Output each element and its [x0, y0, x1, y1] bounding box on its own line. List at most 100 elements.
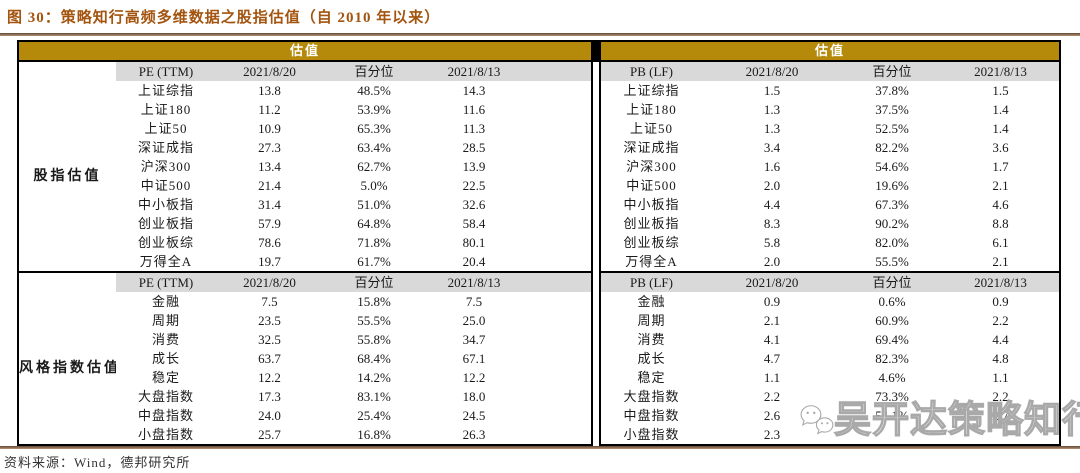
value-cell: 0.9: [763, 294, 781, 309]
pb-valuation-table: 估值 PB (LF) 2021/8/20 百分位 2021/8/13 上证综指 1.5 37…: [599, 40, 1061, 446]
value-cell: 68.4%: [357, 351, 391, 366]
row-pad-cell: [523, 311, 591, 330]
table-row: 大盘指数 2.2 73.3% 2.2: [601, 387, 1059, 406]
row-pad-cell: [523, 157, 591, 176]
value-cell: 14.2%: [357, 370, 391, 385]
table-row: 上证180 1.3 37.5% 1.4: [601, 100, 1059, 119]
table-row: 稳定 1.1 4.6% 1.1: [601, 368, 1059, 387]
row-pad-cell: [523, 292, 591, 311]
index-name: 消费: [637, 332, 666, 347]
value-cell: 63.4%: [357, 140, 391, 155]
value-cell: 8.8: [992, 216, 1009, 231]
value-cell: 37.5%: [875, 102, 909, 117]
bottom-divider-rule: [0, 446, 1080, 449]
value-cell: 1.1: [992, 370, 1009, 385]
value-cell: 1.6: [763, 159, 781, 174]
value-cell: 1.4: [992, 121, 1009, 136]
value-cell: 58.4: [462, 216, 486, 231]
table-row: 创业板综 5.8 82.0% 6.1: [601, 233, 1059, 252]
title-divider-rule: [0, 33, 1080, 36]
value-cell: 63.7: [258, 351, 281, 366]
index-name: 周期: [151, 313, 180, 328]
value-cell: 1.4: [992, 102, 1009, 117]
table-row: 创业板综 78.6 71.8% 80.1: [19, 233, 591, 252]
value-cell: 25.7: [258, 427, 281, 442]
table-row: 成长 63.7 68.4% 67.1: [19, 349, 591, 368]
index-name: 稳定: [151, 370, 180, 385]
column-header: PB (LF): [601, 62, 702, 81]
table-row: 沪深300 1.6 54.6% 1.7: [601, 157, 1059, 176]
value-cell: 0.9: [992, 294, 1009, 309]
value-cell: 22.5: [462, 178, 486, 193]
value-cell: 5.0%: [360, 178, 388, 193]
source-note: 资料来源：Wind，德邦研究所: [4, 455, 191, 470]
value-cell: 0.6%: [878, 294, 906, 309]
value-cell: 54.1%: [875, 408, 909, 423]
table-row: 万得全A 2.0 55.5% 2.1: [601, 252, 1059, 272]
value-cell: 51.0%: [357, 197, 391, 212]
value-cell: 3.4: [763, 140, 781, 155]
index-name: 上证综指: [623, 83, 680, 98]
index-name: 中盘指数: [137, 408, 194, 423]
value-cell: 16.8%: [357, 427, 391, 442]
value-cell: 73.3%: [875, 389, 909, 404]
value-cell: 11.3: [462, 121, 486, 136]
value-cell: 14.3: [462, 83, 486, 98]
value-cell: 17.3: [258, 389, 281, 404]
row-pad-cell: [523, 81, 591, 100]
value-cell: 5.8: [763, 235, 781, 250]
value-cell: 7.5: [261, 294, 278, 309]
value-cell: 67.1: [462, 351, 486, 366]
value-cell: 57.9: [258, 216, 281, 231]
index-name: 沪深300: [626, 159, 677, 174]
value-cell: 2.1: [992, 178, 1009, 193]
header-row: PB (LF) 2021/8/20 百分位 2021/8/13: [601, 271, 1059, 292]
value-cell: 78.6: [258, 235, 281, 250]
table-row: 中盘指数 24.0 25.4% 24.5: [19, 406, 591, 425]
value-cell: 15.8%: [357, 294, 391, 309]
value-cell: 53.9%: [357, 102, 391, 117]
index-name: 小盘指数: [623, 427, 680, 442]
column-header: 2021/8/13: [425, 271, 523, 292]
value-cell: 55.5%: [875, 254, 909, 269]
value-cell: 32.6: [462, 197, 486, 212]
value-cell: 4.1: [763, 332, 781, 347]
index-name: 万得全A: [139, 254, 193, 269]
value-cell: 4.4: [992, 332, 1009, 347]
row-pad-cell: [523, 176, 591, 195]
value-cell: 7.5: [465, 294, 483, 309]
column-header: 2021/8/13: [425, 62, 523, 81]
row-pad-cell: [523, 233, 591, 252]
row-pad-cell: [523, 387, 591, 406]
index-name: 小盘指数: [137, 427, 194, 442]
value-cell: 2.7: [992, 408, 1009, 423]
row-pad-cell: [523, 330, 591, 349]
value-cell: 2.3: [763, 427, 781, 442]
value-cell: 64.8%: [357, 216, 391, 231]
table-row: 沪深300 13.4 62.7% 13.9: [19, 157, 591, 176]
value-cell: 1.7: [992, 159, 1009, 174]
value-cell: 18.0: [462, 389, 486, 404]
value-cell: [842, 425, 942, 444]
value-cell: 1.5: [763, 83, 781, 98]
value-cell: 12.2: [258, 370, 281, 385]
value-cell: 55.5%: [357, 313, 391, 328]
value-cell: 12.2: [462, 370, 486, 385]
value-cell: 2.0: [763, 254, 781, 269]
table-row: 金融 0.9 0.6% 0.9: [601, 292, 1059, 311]
header-pad-cell: [523, 62, 591, 81]
index-name: 上证180: [140, 102, 192, 117]
index-name: 沪深300: [140, 159, 192, 174]
value-cell: 83.1%: [357, 389, 391, 404]
row-pad-cell: [523, 100, 591, 119]
table-row: 中小板指 31.4 51.0% 32.6: [19, 195, 591, 214]
column-header: 2021/8/20: [702, 62, 842, 81]
table-row: 股指估值 上证综指 13.8 48.5% 14.3: [19, 81, 591, 272]
value-cell: 80.1: [462, 235, 486, 250]
value-cell: 13.4: [258, 159, 281, 174]
value-cell: 2.2: [992, 389, 1009, 404]
value-cell: 13.9: [462, 159, 486, 174]
value-cell: 90.2%: [875, 216, 909, 231]
value-cell: 82.3%: [875, 351, 909, 366]
table-row: 成长 4.7 82.3% 4.8: [601, 349, 1059, 368]
